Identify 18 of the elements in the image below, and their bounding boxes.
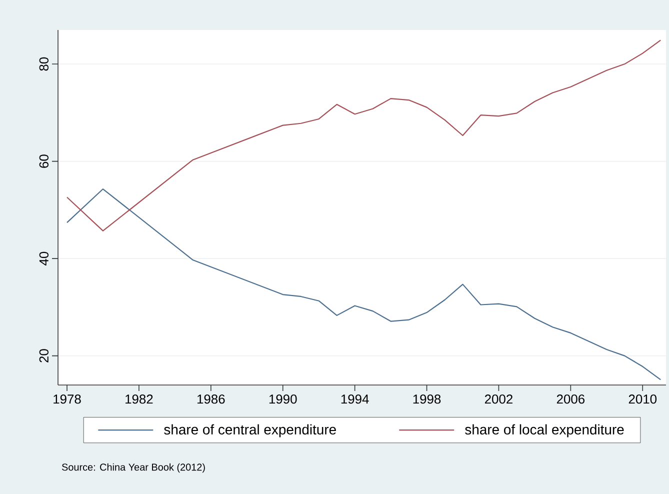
x-tick-label: 1994 <box>341 394 369 404</box>
x-tick-label: 1990 <box>269 394 297 404</box>
x-tick-label: 1998 <box>413 394 441 404</box>
x-tick-label: 2002 <box>484 394 512 404</box>
legend-label: share of central expenditure <box>164 424 336 438</box>
x-tick-label: 2006 <box>556 394 585 404</box>
y-tick-label: 80 <box>39 57 48 71</box>
legend-label: share of local expenditure <box>465 424 624 438</box>
line-series <box>66 188 662 380</box>
x-tick-label: 2010 <box>628 394 657 404</box>
x-tick-label: 1982 <box>126 394 153 404</box>
x-tick-label: 1986 <box>197 394 225 404</box>
y-tick-label: 40 <box>39 252 48 266</box>
y-tick-label: 20 <box>39 349 48 362</box>
source-note: Source: China Year Book (2012) <box>62 463 205 473</box>
y-tick-label: 60 <box>39 154 48 168</box>
x-tick-label: 1978 <box>54 394 81 404</box>
line-series <box>66 40 662 232</box>
